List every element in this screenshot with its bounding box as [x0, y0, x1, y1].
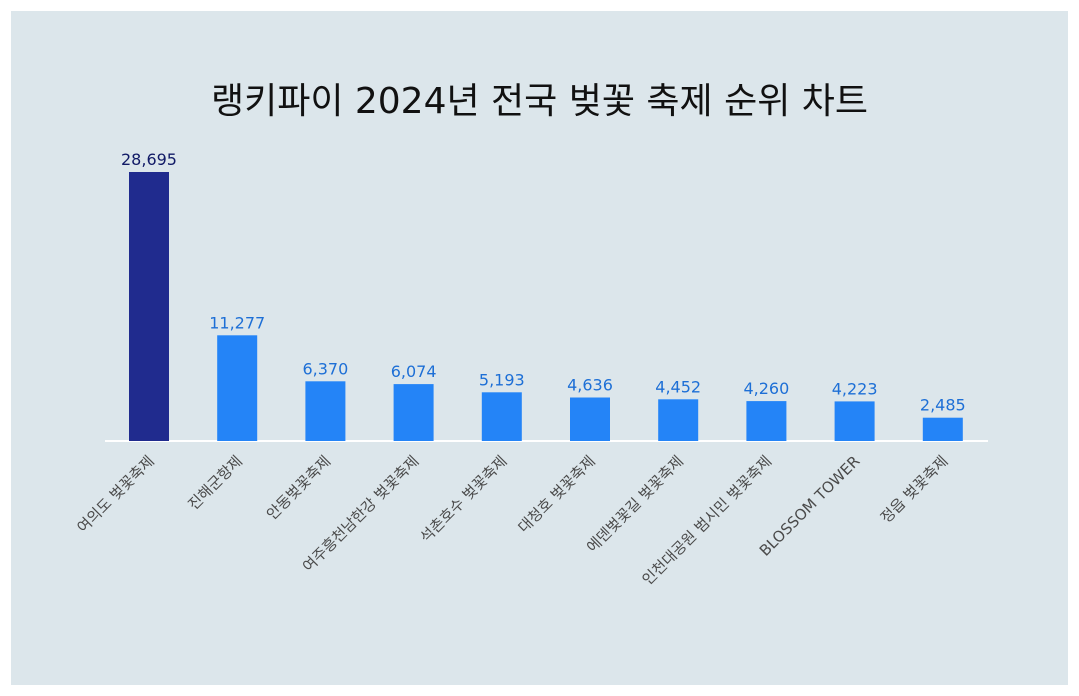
value-label-6: 4,636 [567, 376, 613, 395]
bar-5 [481, 392, 522, 441]
value-label-5: 5,193 [479, 370, 525, 389]
chart-title: 랭키파이 2024년 전국 벚꽃 축제 순위 차트 [210, 81, 869, 122]
value-label-2: 11,277 [209, 313, 265, 332]
bar-10 [922, 417, 963, 441]
category-label-7: 에덴벚꽃길 벚꽃축제 [583, 452, 687, 556]
bar-8 [746, 401, 787, 441]
bar-6 [570, 397, 610, 441]
value-label-9: 4,223 [832, 379, 878, 398]
category-label-2: 진해군항제 [184, 452, 246, 514]
category-label-10: 정읍 벚꽃축제 [877, 452, 952, 527]
bar-7 [658, 399, 699, 441]
value-label-3: 6,370 [302, 359, 348, 378]
bar-3 [305, 381, 346, 441]
category-label-9: BLOSSOM TOWER [756, 452, 864, 560]
value-label-8: 4,260 [743, 379, 789, 398]
bar-4 [393, 384, 434, 441]
value-label-10: 2,485 [920, 396, 966, 415]
value-label-7: 4,452 [655, 377, 701, 396]
category-label-6: 대청호 벚꽃축제 [514, 452, 598, 536]
bar-2 [217, 335, 258, 441]
value-label-4: 6,074 [391, 362, 437, 381]
value-label-1: 28,695 [121, 150, 177, 169]
chart-background [11, 11, 1068, 685]
bar-1 [129, 172, 169, 441]
category-label-1: 여의도 벚꽃축제 [73, 452, 157, 536]
bar-9 [834, 401, 875, 441]
category-label-3: 안동벚꽃축제 [263, 452, 334, 523]
category-label-5: 석촌호수 벚꽃축제 [416, 452, 510, 546]
